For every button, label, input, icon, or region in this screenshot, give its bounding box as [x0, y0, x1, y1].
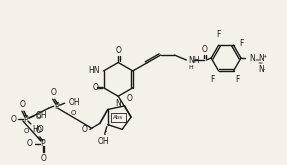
Text: F: F: [210, 75, 215, 84]
Text: O: O: [35, 114, 40, 120]
Text: NH: NH: [188, 56, 200, 65]
Text: O: O: [115, 46, 121, 55]
Text: Abs: Abs: [113, 115, 123, 120]
Text: O: O: [24, 128, 29, 134]
Text: -: -: [263, 67, 265, 72]
Text: P: P: [24, 115, 28, 124]
FancyBboxPatch shape: [111, 113, 126, 122]
Text: O: O: [40, 154, 46, 163]
Text: OH: OH: [98, 137, 110, 146]
Text: +: +: [263, 54, 267, 59]
Text: HO: HO: [32, 125, 44, 134]
Text: =: =: [254, 59, 259, 64]
Text: N: N: [115, 99, 121, 108]
Text: OH: OH: [69, 98, 80, 107]
Text: F: F: [239, 39, 244, 48]
Text: P: P: [54, 102, 59, 111]
Text: O: O: [201, 45, 207, 54]
Text: O: O: [27, 139, 33, 148]
Text: N: N: [249, 53, 255, 63]
Text: N: N: [258, 53, 263, 63]
Text: F: F: [236, 75, 240, 84]
Text: O: O: [10, 115, 16, 124]
Text: O: O: [51, 88, 57, 97]
Text: F: F: [216, 30, 221, 39]
Text: O: O: [82, 125, 88, 134]
Text: H: H: [188, 65, 193, 70]
Text: HN: HN: [88, 66, 100, 75]
Text: O: O: [71, 110, 76, 116]
Text: O: O: [20, 100, 26, 109]
Text: =: =: [258, 62, 263, 66]
Text: O: O: [36, 126, 42, 135]
Text: OH: OH: [36, 111, 47, 120]
Text: O: O: [127, 94, 133, 103]
Text: N: N: [258, 66, 263, 74]
Text: P: P: [40, 139, 45, 148]
Text: O: O: [93, 83, 99, 92]
